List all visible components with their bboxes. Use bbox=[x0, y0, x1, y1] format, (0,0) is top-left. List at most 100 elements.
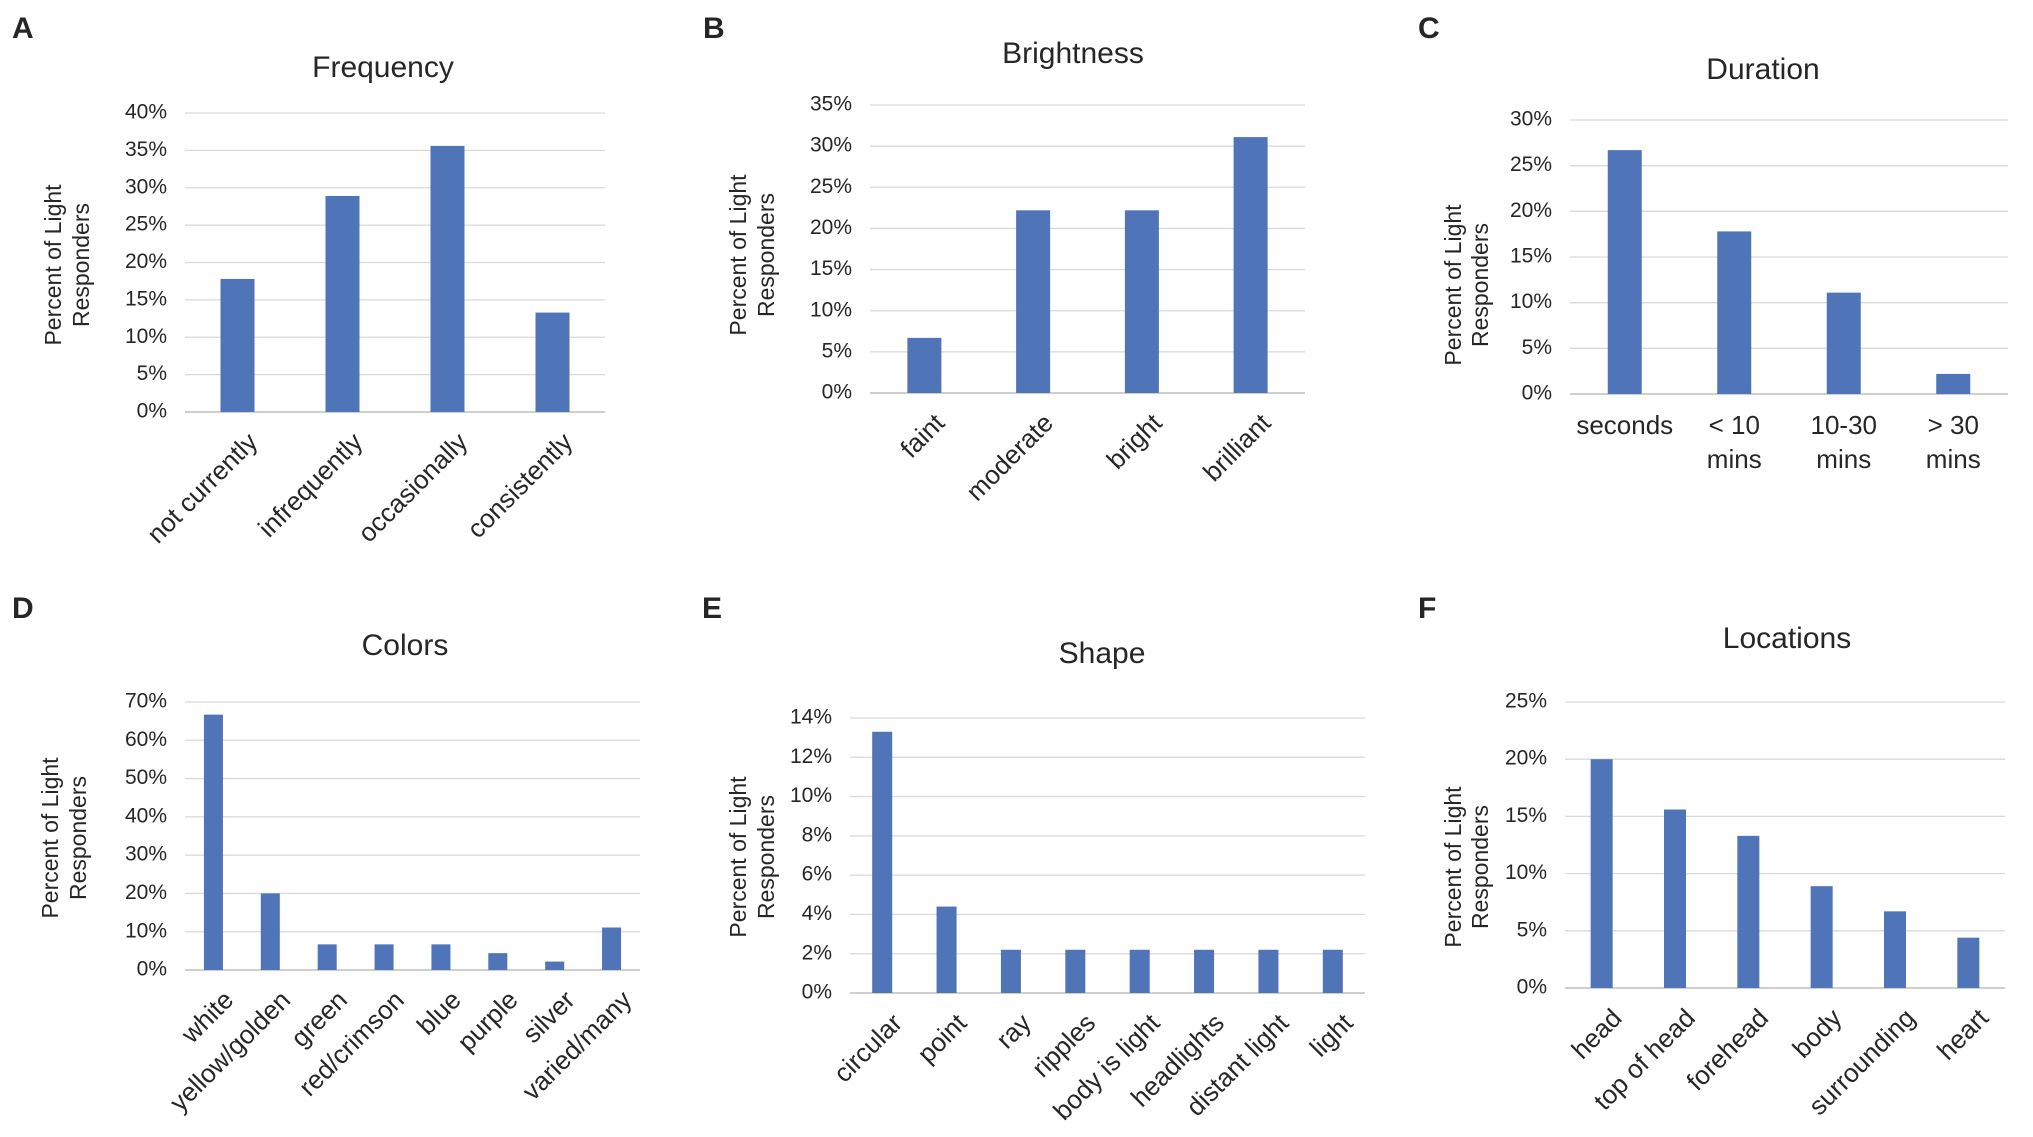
panel-b-category-label: faint bbox=[894, 407, 951, 464]
panel-f: F Locations Percent of Light Responders 0% 5%… bbox=[1418, 592, 2005, 1121]
panel-f-bar bbox=[1590, 759, 1613, 988]
panel-b-bar bbox=[1016, 210, 1051, 393]
panel-b-ytick-label: 5% bbox=[822, 339, 852, 362]
panel-e-ytick-label: 8% bbox=[802, 823, 832, 846]
panel-c-category-label: > 30 bbox=[1928, 410, 1979, 440]
panel-f-category-label: forehead bbox=[1680, 1003, 1774, 1097]
panel-c-ytick-label: 10% bbox=[1510, 290, 1552, 313]
panel-b-category-label: moderate bbox=[960, 408, 1059, 507]
panel-a-ytick-label: 0% bbox=[137, 400, 167, 423]
panel-a-title: Frequency bbox=[312, 51, 454, 84]
panel-e-bar bbox=[936, 906, 957, 993]
panel-b-ylabel-line: Percent of Light bbox=[725, 174, 751, 336]
panel-f-ytick-label: 25% bbox=[1505, 690, 1547, 713]
panel-c-category-label: mins bbox=[1816, 444, 1871, 474]
panel-a-ytick-label: 10% bbox=[125, 325, 167, 348]
panel-d-ytick-label: 30% bbox=[125, 843, 167, 866]
panel-c-category-label: < 10 bbox=[1709, 410, 1760, 440]
panel-f-bar bbox=[1957, 937, 1980, 988]
panel-e-ytick-label: 2% bbox=[802, 941, 832, 964]
panel-b-ytick-label: 15% bbox=[810, 257, 852, 280]
panel-e-bar bbox=[1194, 949, 1215, 993]
panel-b-bar bbox=[907, 337, 942, 393]
panel-a-category-label: not currently bbox=[141, 427, 263, 549]
panel-b-title: Brightness bbox=[1002, 37, 1144, 70]
panel-e-bar bbox=[1065, 949, 1086, 993]
panel-c-letter: C bbox=[1418, 12, 1440, 45]
panel-c-ytick-label: 15% bbox=[1510, 245, 1552, 268]
panel-a-category-label: occasionally bbox=[352, 427, 473, 548]
panel-a-ytick-label: 20% bbox=[125, 250, 167, 273]
panel-d-ylabel-line: Percent of Light bbox=[37, 757, 63, 919]
panel-f-ytick-label: 0% bbox=[1517, 976, 1547, 999]
panel-b-ytick-label: 0% bbox=[822, 381, 852, 404]
panel-c: C Duration Percent of Light Responders 0% 5% 1… bbox=[1418, 12, 2008, 474]
panel-e-ytick-label: 14% bbox=[790, 706, 832, 729]
panel-a-ytick-label: 40% bbox=[125, 101, 167, 124]
panel-d-bar bbox=[431, 944, 451, 970]
panel-c-ytick-label: 30% bbox=[1510, 108, 1552, 131]
panel-b-bar bbox=[1124, 210, 1159, 393]
panel-f-title: Locations bbox=[1723, 622, 1851, 655]
panel-c-ylabel-line: Percent of Light bbox=[1440, 204, 1466, 366]
panel-c-bar bbox=[1717, 231, 1752, 394]
panel-a-category-label: infrequently bbox=[252, 427, 368, 543]
panel-c-ytick-label: 20% bbox=[1510, 199, 1552, 222]
panel-e-category-label: point bbox=[911, 1007, 973, 1069]
panel-d-bar bbox=[260, 893, 280, 970]
panel-c-ytick-label: 5% bbox=[1522, 336, 1552, 359]
panel-a-bar bbox=[430, 145, 465, 412]
panel-e-letter: E bbox=[702, 592, 722, 625]
panel-d-ytick-label: 10% bbox=[125, 919, 167, 942]
panel-e: E Shape Percent of Light Responders 0% 2% 4% 6%… bbox=[702, 592, 1365, 1126]
panel-f-category-label: heart bbox=[1931, 1002, 1995, 1066]
panel-f-category-label: body bbox=[1786, 1003, 1847, 1064]
panel-f-bar bbox=[1664, 809, 1686, 988]
panel-b-ytick-label: 25% bbox=[810, 175, 852, 198]
panel-a-ytick-label: 30% bbox=[125, 175, 167, 198]
panel-e-bar bbox=[1258, 949, 1279, 993]
panel-d-ytick-label: 70% bbox=[125, 690, 167, 713]
panel-b-category-label: brilliant bbox=[1197, 407, 1277, 487]
panel-b: B Brightness Percent of Light Responders 0% 5… bbox=[703, 12, 1305, 506]
panel-d-title: Colors bbox=[362, 629, 449, 662]
panel-e-ylabel-line: Percent of Light bbox=[725, 776, 751, 938]
panel-d-bar bbox=[203, 714, 223, 970]
panel-d-bar bbox=[545, 961, 565, 970]
panel-d-ytick-label: 0% bbox=[137, 958, 167, 981]
panel-a-bar bbox=[535, 312, 570, 412]
panel-a-ytick-label: 25% bbox=[125, 213, 167, 236]
panel-d: D Colors Percent of Light Responders 0% 10% 20… bbox=[12, 592, 640, 1117]
panel-f-category-label: head bbox=[1565, 1003, 1627, 1065]
panel-f-ylabel-line: Percent of Light bbox=[1440, 786, 1466, 948]
panel-f-ylabel-line: Responders bbox=[1467, 805, 1493, 929]
panel-d-ytick-label: 20% bbox=[125, 881, 167, 904]
panel-a-letter: A bbox=[12, 12, 34, 45]
panel-b-bar bbox=[1233, 137, 1268, 393]
panel-d-ylabel-line: Responders bbox=[65, 776, 91, 900]
panel-c-bar bbox=[1936, 373, 1971, 394]
panel-c-category-label: 10-30 bbox=[1811, 410, 1878, 440]
panel-d-bar bbox=[602, 927, 622, 970]
panel-f-ytick-label: 10% bbox=[1505, 861, 1547, 884]
panel-a-bar bbox=[220, 278, 255, 412]
panel-f-ytick-label: 15% bbox=[1505, 804, 1547, 827]
panel-c-category-label: mins bbox=[1926, 444, 1981, 474]
panel-a-bar bbox=[325, 195, 360, 412]
panel-c-bar bbox=[1607, 150, 1642, 394]
panel-b-ytick-label: 20% bbox=[810, 216, 852, 239]
panel-a-ylabel-line: Percent of Light bbox=[40, 184, 66, 346]
panel-e-ytick-label: 4% bbox=[802, 902, 832, 925]
panel-b-letter: B bbox=[703, 12, 725, 45]
panel-e-bar bbox=[1129, 949, 1150, 993]
panel-e-bar bbox=[1322, 949, 1343, 993]
panel-e-ytick-label: 10% bbox=[790, 784, 832, 807]
panel-d-bar bbox=[374, 944, 394, 970]
panel-e-ytick-label: 6% bbox=[802, 863, 832, 886]
panel-e-title: Shape bbox=[1059, 637, 1146, 670]
panel-b-ytick-label: 10% bbox=[810, 298, 852, 321]
panel-d-letter: D bbox=[12, 592, 34, 625]
panel-a-ytick-label: 5% bbox=[137, 362, 167, 385]
panel-c-title: Duration bbox=[1706, 53, 1819, 86]
panel-f-bar bbox=[1810, 886, 1833, 988]
